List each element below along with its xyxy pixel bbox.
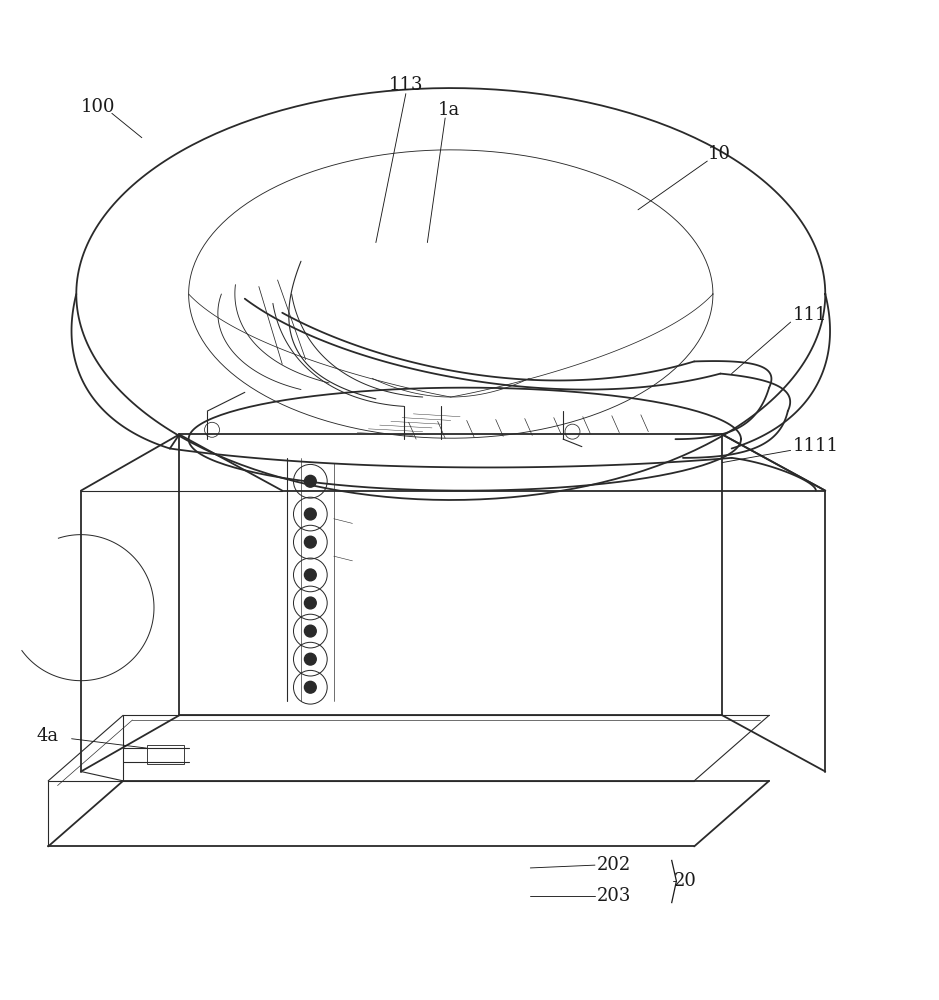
- Text: 1111: 1111: [793, 437, 839, 455]
- Circle shape: [304, 508, 316, 520]
- Circle shape: [304, 597, 316, 609]
- Circle shape: [304, 475, 316, 487]
- Text: 1a: 1a: [438, 101, 460, 119]
- Circle shape: [304, 569, 316, 581]
- Text: 20: 20: [673, 872, 697, 890]
- Text: 4a: 4a: [37, 727, 59, 745]
- Circle shape: [304, 625, 316, 637]
- Circle shape: [304, 536, 316, 548]
- Circle shape: [304, 681, 316, 693]
- Text: 202: 202: [597, 856, 631, 874]
- Text: 100: 100: [81, 98, 115, 116]
- Text: 111: 111: [793, 306, 827, 324]
- Text: 10: 10: [708, 145, 731, 163]
- Text: 113: 113: [389, 76, 423, 94]
- Circle shape: [304, 653, 316, 665]
- Text: 203: 203: [597, 887, 631, 905]
